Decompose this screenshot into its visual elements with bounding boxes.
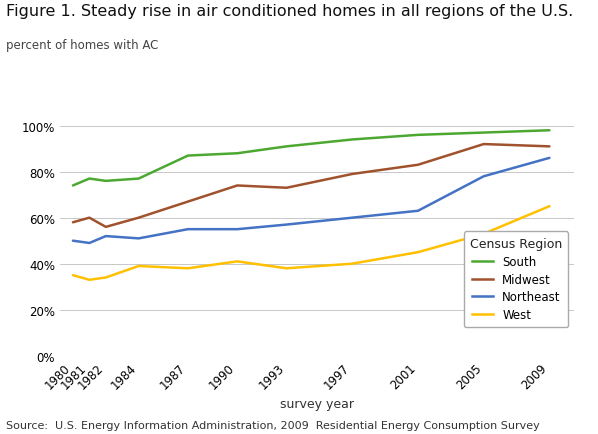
Midwest — [234, 184, 241, 189]
West — [135, 264, 142, 269]
South — [102, 179, 109, 184]
South — [69, 184, 77, 189]
Text: percent of homes with AC: percent of homes with AC — [6, 39, 158, 52]
West — [546, 204, 553, 209]
Northeast — [234, 227, 241, 232]
Midwest — [102, 225, 109, 230]
Northeast — [546, 156, 553, 161]
X-axis label: survey year: survey year — [280, 397, 354, 410]
South — [349, 138, 356, 143]
Midwest — [283, 186, 290, 191]
West — [283, 266, 290, 271]
Northeast — [69, 239, 77, 244]
Midwest — [135, 216, 142, 221]
Midwest — [69, 220, 77, 225]
Midwest — [546, 145, 553, 150]
West — [349, 261, 356, 266]
South — [135, 177, 142, 182]
South — [184, 154, 191, 159]
Northeast — [135, 236, 142, 241]
West — [69, 273, 77, 278]
South — [234, 151, 241, 157]
Northeast — [480, 174, 487, 180]
West — [86, 277, 93, 283]
Midwest — [184, 200, 191, 205]
West — [480, 232, 487, 237]
Legend: South, Midwest, Northeast, West: South, Midwest, Northeast, West — [464, 232, 568, 327]
Line: South: South — [73, 131, 550, 186]
Line: Midwest: Midwest — [73, 145, 550, 227]
South — [546, 128, 553, 134]
Midwest — [86, 216, 93, 221]
Midwest — [349, 172, 356, 177]
Northeast — [283, 223, 290, 228]
Northeast — [86, 241, 93, 246]
Line: West: West — [73, 207, 550, 280]
Northeast — [184, 227, 191, 232]
South — [480, 131, 487, 136]
South — [86, 177, 93, 182]
West — [414, 250, 422, 255]
West — [184, 266, 191, 271]
Midwest — [480, 142, 487, 147]
South — [414, 133, 422, 138]
West — [234, 259, 241, 264]
Northeast — [349, 216, 356, 221]
West — [102, 275, 109, 280]
Midwest — [414, 163, 422, 168]
South — [283, 145, 290, 150]
Text: Figure 1. Steady rise in air conditioned homes in all regions of the U.S.: Figure 1. Steady rise in air conditioned… — [6, 4, 573, 19]
Text: Source:  U.S. Energy Information Administration, 2009  Residential Energy Consum: Source: U.S. Energy Information Administ… — [6, 420, 540, 430]
Northeast — [414, 209, 422, 214]
Line: Northeast: Northeast — [73, 158, 550, 243]
Northeast — [102, 234, 109, 239]
